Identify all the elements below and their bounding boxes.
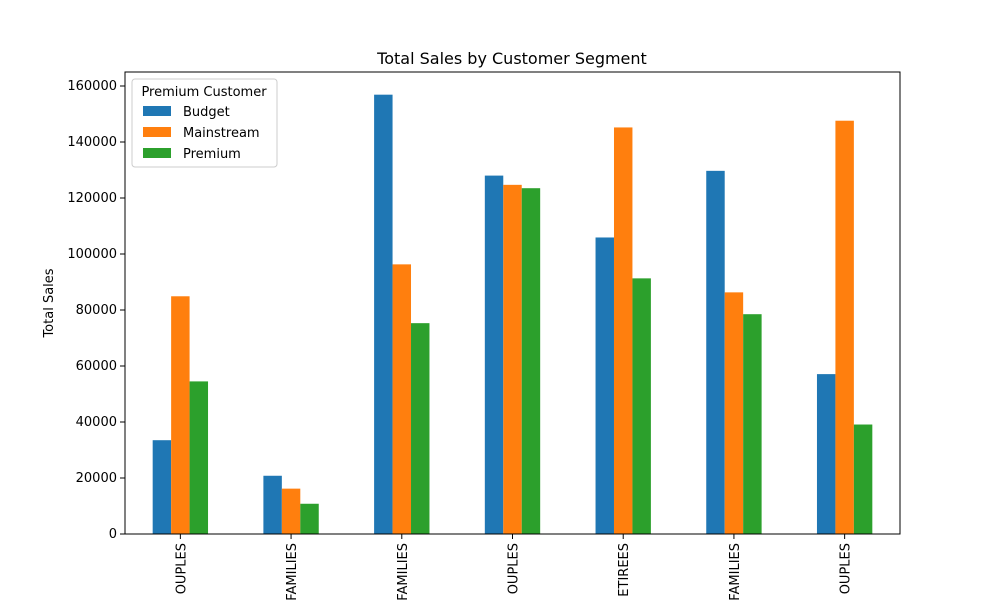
legend: Premium Customer Budget Mainstream Premium xyxy=(131,78,278,168)
legend-swatch-mainstream xyxy=(143,127,171,137)
legend-swatch-premium xyxy=(143,148,171,158)
bar-premium xyxy=(632,278,651,534)
x-axis-ticks: OUPLES FAMILIES FAMILIES OUPLES ETIREES FAMIL… xyxy=(174,534,854,600)
plot-frame xyxy=(124,71,901,535)
bar-mainstream xyxy=(503,184,522,534)
x-tick-label: OUPLES xyxy=(507,543,522,594)
y-tick-label: 20000 xyxy=(76,471,117,486)
bar-mainstream xyxy=(171,296,190,534)
bar-premium xyxy=(189,381,209,534)
bar-mainstream xyxy=(613,127,633,534)
bars xyxy=(152,94,873,535)
bar-budget xyxy=(706,170,725,534)
bar-budget xyxy=(816,374,836,534)
bar-budget xyxy=(152,440,172,534)
y-tick-label: 60000 xyxy=(76,359,117,374)
bar-mainstream xyxy=(724,292,744,534)
y-axis-label: Total Sales xyxy=(42,268,57,338)
legend-swatch-budget xyxy=(143,106,171,116)
chart-title: Total Sales by Customer Segment xyxy=(376,49,647,68)
bar-budget xyxy=(484,175,504,534)
legend-label: Budget xyxy=(183,105,230,120)
x-tick-label: ETIREES xyxy=(617,543,632,597)
bar-budget xyxy=(374,94,393,535)
bar-premium xyxy=(853,424,873,534)
legend-title: Premium Customer xyxy=(141,85,267,100)
bar-mainstream xyxy=(392,264,412,534)
bar-premium xyxy=(521,188,541,534)
x-tick-label: FAMILIES xyxy=(285,543,300,600)
bar-mainstream xyxy=(835,120,854,534)
x-tick-label: FAMILIES xyxy=(396,543,411,600)
y-axis-ticks: 0 20000 40000 60000 80000 100000 120000 140000 1… xyxy=(67,79,125,542)
bar-premium xyxy=(411,323,430,534)
y-tick-label: 100000 xyxy=(67,247,117,262)
legend-label: Premium xyxy=(183,147,241,162)
bar-premium xyxy=(300,503,319,534)
x-tick-label: OUPLES xyxy=(174,543,189,594)
x-tick-label: FAMILIES xyxy=(728,543,743,600)
y-tick-label: 0 xyxy=(109,527,117,542)
legend-label: Mainstream xyxy=(183,126,260,141)
bar-premium xyxy=(743,314,762,534)
y-tick-label: 120000 xyxy=(67,191,117,206)
bar-budget xyxy=(263,475,282,534)
bar-mainstream xyxy=(281,488,301,534)
y-tick-label: 80000 xyxy=(76,303,117,318)
x-tick-label: OUPLES xyxy=(839,543,854,594)
y-tick-label: 140000 xyxy=(67,135,117,150)
legend-box xyxy=(131,78,278,168)
bar-budget xyxy=(595,237,614,535)
y-tick-label: 160000 xyxy=(67,79,117,94)
y-tick-label: 40000 xyxy=(76,415,117,430)
